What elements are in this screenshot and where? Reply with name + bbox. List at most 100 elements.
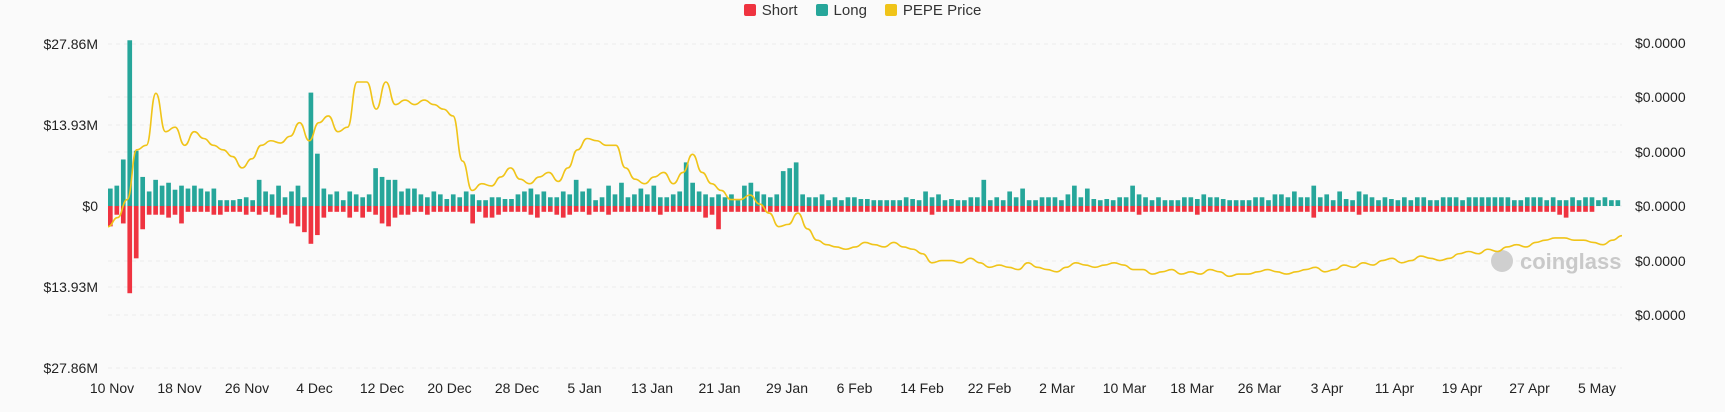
long-bar	[269, 194, 275, 206]
short-bar	[987, 206, 993, 212]
long-bar	[412, 188, 417, 206]
short-bar	[1123, 206, 1129, 212]
x-tick-label: 26 Nov	[225, 380, 269, 396]
x-tick-label: 18 Mar	[1170, 380, 1214, 396]
short-bar	[256, 206, 262, 215]
long-bar	[230, 200, 236, 206]
long-bar	[890, 200, 896, 206]
long-bar	[1214, 197, 1220, 206]
long-bar	[1143, 197, 1148, 206]
short-bar	[916, 206, 922, 212]
long-bar	[709, 197, 715, 206]
legend-item-short[interactable]: Short	[743, 1, 798, 19]
short-bar	[386, 206, 391, 227]
short-bar	[1240, 206, 1245, 212]
long-bar	[813, 197, 818, 206]
long-bar	[502, 199, 508, 206]
x-tick-label: 10 Mar	[1103, 380, 1147, 396]
short-bar	[1576, 206, 1582, 212]
long-bar	[470, 194, 475, 206]
short-bar	[1052, 206, 1058, 212]
short-bar	[489, 206, 495, 218]
long-bar	[159, 185, 165, 206]
short-bar	[502, 206, 508, 212]
long-bar	[315, 153, 320, 206]
long-bar	[1363, 194, 1368, 206]
short-bar	[1136, 206, 1142, 215]
long-bar	[852, 197, 857, 206]
short-bar	[133, 206, 139, 259]
short-bar	[1414, 206, 1420, 212]
long-bar	[780, 171, 786, 206]
short-bar	[813, 206, 818, 212]
long-bar	[1279, 194, 1284, 206]
short-bar	[651, 206, 657, 212]
x-tick-label: 27 Apr	[1509, 380, 1550, 396]
long-bar	[1078, 197, 1084, 206]
short-bar	[1486, 206, 1491, 212]
y-right-tick-label: $0.0000	[1635, 253, 1686, 269]
long-bar	[515, 194, 521, 206]
short-bar	[1026, 206, 1032, 212]
long-bar	[243, 197, 249, 206]
long-bar	[793, 162, 799, 206]
short-bar	[826, 206, 831, 212]
price-line	[107, 81, 1623, 278]
long-bar	[1149, 200, 1155, 206]
long-bar	[761, 194, 767, 206]
short-bar	[742, 206, 747, 212]
y-left-tick-label: $13.93M	[44, 117, 98, 133]
short-bar	[250, 206, 256, 212]
short-bar	[716, 206, 721, 230]
short-bar	[146, 206, 152, 215]
long-bar	[1298, 197, 1304, 206]
long-bar	[1350, 200, 1355, 206]
short-bar	[1531, 206, 1537, 212]
long-bar	[1563, 200, 1569, 206]
long-bar	[211, 188, 217, 206]
short-bar	[606, 206, 611, 215]
long-bar	[1272, 194, 1278, 206]
long-bar	[1130, 185, 1135, 206]
short-bar	[735, 206, 741, 212]
y-left-tick-label: $0	[82, 198, 98, 214]
short-bar	[108, 206, 113, 227]
long-bar	[366, 194, 372, 206]
x-tick-label: 2 Mar	[1039, 380, 1075, 396]
short-bar	[412, 206, 417, 212]
long-bar	[1039, 197, 1045, 206]
short-bar	[1518, 206, 1524, 212]
long-bar	[1169, 200, 1174, 206]
short-bar	[1097, 206, 1103, 212]
legend-item-long[interactable]: Long	[815, 2, 867, 19]
long-bar	[1389, 199, 1394, 206]
short-bar	[425, 206, 430, 215]
short-bar	[547, 206, 553, 212]
short-bar	[722, 206, 728, 212]
long-bar	[1343, 199, 1349, 206]
long-bar	[955, 200, 961, 206]
legend-item-price[interactable]: PEPE Price	[884, 2, 981, 19]
long-bar	[1512, 200, 1517, 206]
short-bar	[327, 206, 333, 212]
short-bar	[974, 206, 980, 212]
short-bar	[1343, 206, 1349, 212]
long-bar	[839, 200, 844, 206]
long-bar	[1570, 197, 1575, 206]
long-bar	[140, 176, 146, 206]
long-bar	[1337, 191, 1342, 206]
short-bar	[269, 206, 275, 215]
legend-label-short: Short	[761, 1, 798, 19]
long-bar	[716, 194, 721, 206]
long-bar	[1427, 200, 1433, 206]
short-bar	[793, 206, 799, 212]
x-tick-label: 22 Feb	[968, 380, 1012, 396]
long-bar	[1531, 197, 1537, 206]
long-bar	[1065, 194, 1071, 206]
long-bar	[457, 197, 463, 206]
long-bar	[1524, 197, 1530, 206]
long-bar	[198, 188, 204, 206]
long-bar	[787, 168, 793, 206]
long-bar	[638, 188, 644, 206]
